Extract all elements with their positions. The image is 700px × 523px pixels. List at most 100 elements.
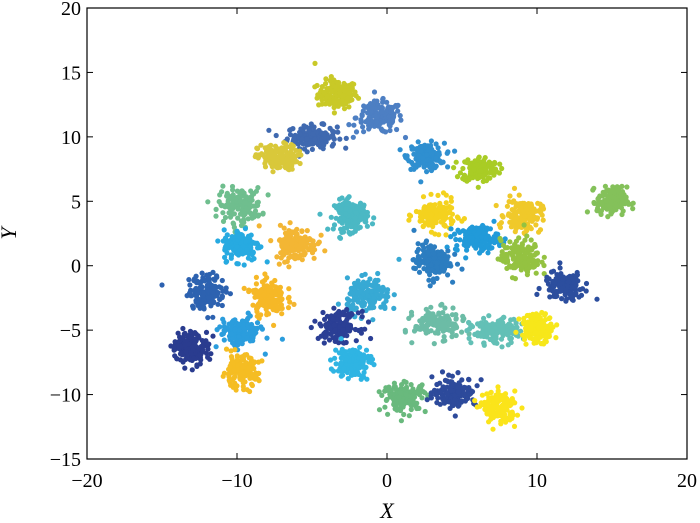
data-point <box>416 263 422 269</box>
data-point <box>418 148 424 154</box>
data-point <box>424 169 430 175</box>
data-point <box>271 322 277 328</box>
data-point <box>349 81 355 87</box>
data-point <box>341 365 347 371</box>
data-point <box>441 268 447 274</box>
data-point <box>390 117 396 123</box>
data-point <box>331 322 337 328</box>
data-point <box>476 242 483 248</box>
data-point <box>264 259 270 265</box>
data-point <box>287 127 293 133</box>
data-point <box>353 338 359 344</box>
data-point <box>505 397 511 404</box>
data-point <box>533 215 539 221</box>
data-point <box>339 220 345 226</box>
data-point <box>415 246 422 252</box>
data-point <box>380 99 386 105</box>
data-point <box>312 318 318 324</box>
data-point <box>371 89 378 95</box>
data-point <box>416 269 423 275</box>
data-point <box>425 317 431 323</box>
data-point <box>445 272 451 278</box>
data-point <box>507 403 513 409</box>
data-point <box>478 400 484 406</box>
data-point <box>247 237 253 243</box>
data-point <box>230 340 237 346</box>
data-point <box>276 261 282 267</box>
data-point <box>501 314 507 320</box>
data-point <box>335 129 341 135</box>
data-point <box>296 148 303 154</box>
data-point <box>197 352 203 358</box>
data-point <box>344 296 351 302</box>
data-point <box>382 304 388 310</box>
data-point <box>355 310 361 316</box>
data-point <box>447 405 453 411</box>
data-point <box>199 270 205 276</box>
data-point <box>370 301 376 307</box>
data-point <box>203 329 210 335</box>
data-point <box>424 323 430 329</box>
data-point <box>206 341 212 347</box>
data-point <box>341 106 348 112</box>
data-point <box>285 162 291 168</box>
data-point <box>603 188 610 194</box>
data-point <box>216 199 222 205</box>
data-point <box>252 240 258 246</box>
data-point <box>594 296 600 302</box>
data-point <box>417 318 423 324</box>
data-point <box>357 344 363 350</box>
data-point <box>616 185 622 191</box>
data-point <box>241 285 247 291</box>
data-point <box>396 256 402 262</box>
data-point <box>497 224 503 230</box>
data-point <box>308 324 314 331</box>
data-point <box>253 274 259 280</box>
data-point <box>498 336 505 342</box>
data-point <box>499 344 505 350</box>
data-point <box>512 276 519 282</box>
data-point <box>188 293 194 299</box>
data-point <box>284 258 290 265</box>
data-point <box>274 254 280 260</box>
data-point <box>256 223 262 229</box>
data-point <box>533 340 539 346</box>
data-point <box>337 136 343 142</box>
data-point <box>468 225 474 231</box>
data-point <box>237 199 243 205</box>
data-point <box>468 170 474 176</box>
data-point <box>429 374 435 380</box>
data-point <box>289 253 295 260</box>
data-point <box>617 203 624 209</box>
data-point <box>329 133 335 139</box>
cluster-25 <box>513 309 560 347</box>
data-point <box>483 235 489 241</box>
data-point <box>516 235 522 241</box>
data-point <box>346 104 352 110</box>
data-point <box>431 322 437 328</box>
data-point <box>507 410 513 416</box>
data-point <box>220 210 226 216</box>
data-point <box>422 408 428 415</box>
data-point <box>460 313 466 319</box>
data-point <box>466 335 472 341</box>
y-tick-label: 15 <box>61 62 81 84</box>
data-point <box>336 99 342 105</box>
data-point <box>488 390 494 396</box>
data-point <box>499 213 505 219</box>
data-point <box>200 348 206 354</box>
data-point <box>345 311 351 317</box>
data-point <box>271 298 277 305</box>
data-point <box>445 248 451 254</box>
data-point <box>289 241 295 247</box>
data-point <box>359 357 365 363</box>
data-point <box>460 165 466 172</box>
data-point <box>235 250 241 257</box>
data-point <box>327 78 333 84</box>
data-point <box>411 265 417 271</box>
data-point <box>244 206 250 212</box>
data-point <box>430 206 436 212</box>
data-point <box>331 222 338 228</box>
data-point <box>252 208 259 214</box>
data-point <box>613 203 620 209</box>
